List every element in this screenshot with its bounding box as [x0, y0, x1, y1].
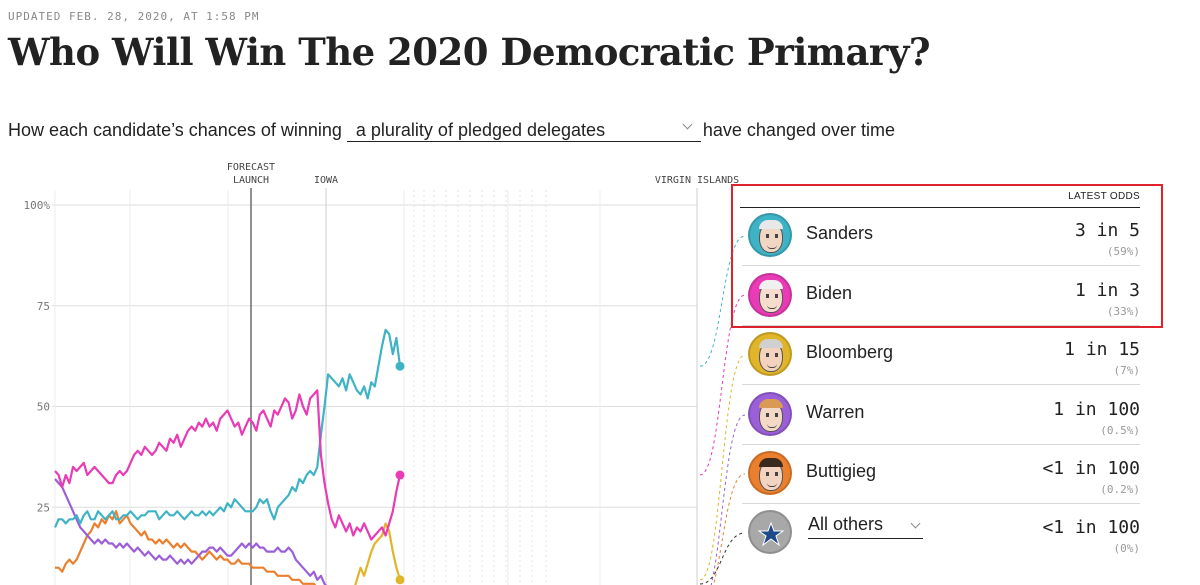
- event-label: LAUNCH: [233, 175, 269, 186]
- candidate-avatar: [748, 392, 792, 436]
- series-endpoint-bloomberg: [395, 575, 405, 585]
- metric-select-value: a plurality of pledged delegates: [355, 120, 606, 140]
- candidate-row: All others <1 in 100 (0%): [740, 504, 1140, 563]
- candidate-avatar: [748, 332, 792, 376]
- candidate-row: Biden 1 in 3 (33%): [740, 267, 1140, 326]
- event-label: VIRGIN ISLANDS: [655, 175, 739, 186]
- chevron-down-icon: [910, 518, 921, 529]
- series-endpoint-sanders: [395, 361, 405, 371]
- candidate-name: Warren: [806, 402, 865, 422]
- candidate-avatar: [748, 451, 792, 495]
- candidate-name: Bloomberg: [806, 342, 894, 362]
- candidate-percent: (7%): [1113, 364, 1141, 377]
- y-tick-label: 25: [37, 501, 50, 514]
- candidate-odds: 1 in 15: [1064, 339, 1140, 360]
- header-divider: [740, 207, 1140, 208]
- candidate-name: Buttigieg: [806, 461, 877, 481]
- y-tick-label: 50: [37, 401, 50, 414]
- chart-subtitle: How each candidate’s chances of winning a…: [8, 117, 895, 143]
- row-divider: [742, 325, 1140, 326]
- others-select[interactable]: All others: [808, 514, 923, 539]
- event-label: FORECAST: [227, 162, 275, 173]
- connector-bloomberg: [699, 354, 745, 581]
- odds-over-time-chart: 100% 75 50 25 FORECAST LAUNCH IOWA VIRGIN ISLAN…: [24, 162, 745, 585]
- candidate-row: Warren 1 in 100 (0.5%): [740, 386, 1140, 445]
- latest-odds-header: LATEST ODDS: [1068, 191, 1140, 202]
- row-divider: [742, 265, 1140, 266]
- others-select-value: All others: [808, 514, 884, 534]
- series-line-bloomberg: [354, 522, 402, 585]
- connector-buttigieg: [712, 473, 745, 585]
- subtitle-suffix: have changed over time: [702, 120, 896, 140]
- candidate-odds: 1 in 100: [1053, 399, 1140, 420]
- event-label: IOWA: [314, 175, 338, 186]
- candidate-percent: (0.2%): [1100, 483, 1140, 496]
- candidate-row: Buttigieg <1 in 100 (0.2%): [740, 445, 1140, 504]
- candidate-avatar: [748, 273, 792, 317]
- subtitle-prefix: How each candidate’s chances of winning: [8, 120, 342, 140]
- candidate-percent: (33%): [1106, 305, 1140, 318]
- candidate-odds: <1 in 100: [1042, 517, 1140, 538]
- candidate-odds: 3 in 5: [1074, 220, 1140, 241]
- metric-select[interactable]: a plurality of pledged delegates: [346, 117, 701, 142]
- candidate-row: Bloomberg 1 in 15 (7%): [740, 326, 1140, 385]
- connector-warren: [710, 414, 745, 585]
- candidate-row: Sanders 3 in 5 (59%): [740, 207, 1140, 266]
- series-line-biden: [54, 389, 402, 541]
- candidate-percent: (0%): [1113, 542, 1141, 555]
- connector-sanders: [699, 235, 745, 367]
- y-tick-label: 75: [37, 300, 50, 313]
- candidate-odds: 1 in 3: [1074, 280, 1140, 301]
- page-title: Who Will Win The 2020 Democratic Primary…: [8, 30, 931, 74]
- series-line-buttigieg: [55, 510, 317, 585]
- candidate-odds: <1 in 100: [1042, 458, 1140, 479]
- series-line-warren: [54, 478, 328, 585]
- row-divider: [742, 444, 1140, 445]
- candidate-avatar: [748, 213, 792, 257]
- row-divider: [742, 384, 1140, 385]
- updated-timestamp: UPDATED FEB. 28, 2020, AT 1:58 PM: [8, 10, 260, 23]
- row-divider: [742, 503, 1140, 504]
- candidate-percent: (0.5%): [1100, 424, 1140, 437]
- series-endpoint-biden: [395, 470, 405, 480]
- connector-biden: [699, 294, 745, 476]
- chevron-down-icon: [682, 119, 693, 130]
- candidate-name: Sanders: [806, 223, 874, 243]
- candidate-name: Biden: [806, 283, 853, 303]
- connector-all-others: [699, 532, 745, 585]
- series-line-sanders: [53, 328, 402, 528]
- all-others-icon: [748, 510, 792, 554]
- y-tick-label: 100%: [24, 199, 51, 212]
- candidate-percent: (59%): [1106, 245, 1140, 258]
